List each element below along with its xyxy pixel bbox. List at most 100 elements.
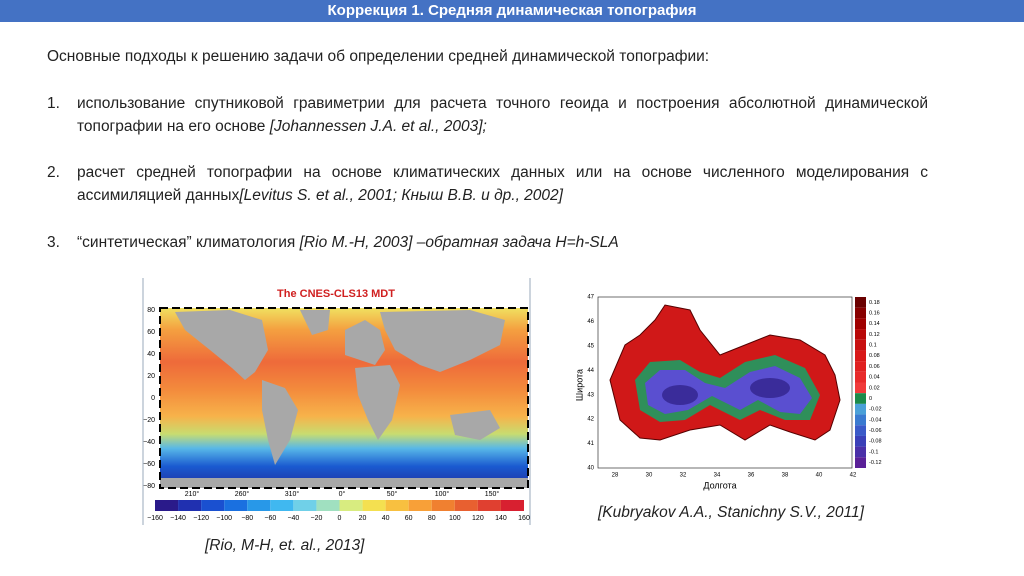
lon-tick-label: 150° [485, 490, 500, 498]
item-text: “синтетическая” климатология [77, 234, 300, 251]
item-text: расчет средней топографии на основе клим… [77, 164, 928, 204]
colorbar-swatch [500, 500, 524, 511]
x-tick-label: 32 [680, 473, 687, 479]
colorbar-label: 0.04 [869, 375, 880, 381]
lat-tick-label: 20 [147, 373, 155, 380]
lat-tick-label: −40 [143, 439, 155, 446]
colorbar-swatch [855, 318, 866, 330]
map-title: The CNES-CLS13 MDT [277, 288, 395, 300]
colorbar-label: 0.12 [869, 332, 880, 338]
colorbar-label: 0.08 [869, 353, 880, 359]
citation: [Levitus S. et al., 2001; Кныш В.В. и др… [239, 187, 563, 204]
colorbar-label: 0.16 [869, 310, 880, 316]
y-tick-label: 47 [587, 295, 594, 301]
x-tick-label: 42 [850, 473, 857, 479]
colorbar-label: -0.1 [869, 449, 878, 455]
colorbar-label: 60 [405, 515, 413, 522]
colorbar-label: 20 [359, 515, 367, 522]
y-label: Широта [574, 369, 584, 401]
lon-tick-label: 310° [285, 490, 300, 498]
x-tick-label: 28 [612, 473, 619, 479]
colorbar-swatch [855, 371, 866, 383]
x-tick-label: 36 [748, 473, 755, 479]
colorbar-swatch [408, 500, 432, 511]
item-number: 3. [47, 234, 60, 251]
colorbar-swatch [855, 329, 866, 340]
y-tick-label: 44 [587, 368, 594, 374]
colorbar-swatch [855, 297, 866, 308]
x-tick-label: 40 [816, 473, 823, 479]
item-text: использование спутниковой гравиметрии дл… [77, 95, 928, 135]
y-tick-label: 45 [587, 343, 594, 349]
colorbar-label: 0.14 [869, 321, 880, 327]
lat-tick-label: −60 [143, 461, 155, 468]
colorbar-swatch [855, 414, 866, 426]
item: “синтетическая” климатология [Rio M.-H, … [77, 231, 928, 254]
x-label: Долгота [703, 480, 736, 490]
colorbar-swatch [362, 500, 386, 511]
colorbar-label: −20 [311, 515, 323, 522]
colorbar-swatch [855, 457, 866, 468]
colorbar-label: 0.02 [869, 385, 880, 391]
land [160, 310, 528, 488]
colorbar-label: 140 [495, 515, 507, 522]
colorbar-label: −140 [170, 515, 186, 522]
colorbar-label: 0.18 [869, 300, 880, 306]
colorbar-swatch [201, 500, 225, 511]
colorbar-swatch [270, 500, 294, 511]
colorbar-swatch [855, 446, 866, 458]
colorbar-label: 100 [449, 515, 461, 522]
colorbar-label: 160 [518, 515, 530, 522]
colorbar-label: -0.06 [869, 428, 882, 434]
colorbar-label: −120 [193, 515, 209, 522]
lon-tick-label: 100° [435, 490, 450, 498]
colorbar-swatch [431, 500, 455, 511]
colorbar-swatch [385, 500, 409, 511]
colorbar-label: −60 [264, 515, 276, 522]
colorbar-label: 0.06 [869, 364, 880, 370]
colorbar-swatch [855, 339, 866, 351]
lat-tick-label: 0 [151, 395, 155, 402]
y-tick-label: 46 [587, 319, 594, 325]
x-tick-label: 34 [714, 473, 721, 479]
intro: Основные подходы к решению задачи об опр… [47, 48, 710, 65]
colorbar-swatch [855, 435, 866, 447]
colorbar-swatch [316, 500, 340, 511]
colorbar-swatch [155, 500, 179, 511]
colorbar-swatch [178, 500, 202, 511]
y-tick-label: 42 [587, 417, 594, 423]
y-tick-label: 43 [587, 392, 594, 398]
colorbar-swatch [454, 500, 478, 511]
colorbar-swatch [477, 500, 501, 511]
colorbar-swatch [855, 350, 866, 362]
citation: [Rio M.-H, 2003] –обратная задача H=h-SL… [299, 234, 619, 251]
colorbar-label: −100 [216, 515, 232, 522]
x-tick-label: 38 [782, 473, 789, 479]
figure-caption: [Rio, M-H, et. al., 2013] [205, 537, 365, 554]
colorbar-label: 40 [382, 515, 390, 522]
colorbar-label: 0.1 [869, 343, 877, 349]
y-tick-label: 40 [587, 466, 594, 472]
citation: [Johannessen J.A. et al., 2003]; [269, 118, 487, 135]
gyre [662, 385, 698, 405]
colorbar-label: -0.02 [869, 407, 882, 413]
colorbar-swatch [293, 500, 317, 511]
item: использование спутниковой гравиметрии дл… [77, 92, 928, 138]
lat-tick-label: −20 [143, 417, 155, 424]
figure-caption: [Kubryakov A.A., Stanichny S.V., 2011] [598, 504, 864, 521]
lat-tick-label: 80 [147, 307, 155, 314]
colorbar-label: -0.08 [869, 439, 882, 445]
gyre [750, 378, 790, 398]
lon-tick-label: 260° [235, 490, 250, 498]
slide-title: Коррекция 1. Средняя динамическая топогр… [0, 0, 1024, 22]
lat-tick-label: −80 [143, 483, 155, 490]
colorbar-swatch [855, 361, 866, 372]
colorbar-label: 0 [338, 515, 342, 522]
lat-tick-label: 60 [147, 329, 155, 336]
colorbar-swatch [855, 307, 866, 319]
lat-tick-label: 40 [147, 351, 155, 358]
colorbar-label: -0.04 [869, 417, 882, 423]
colorbar-label: 80 [428, 515, 436, 522]
lon-tick-label: 0° [339, 490, 346, 498]
